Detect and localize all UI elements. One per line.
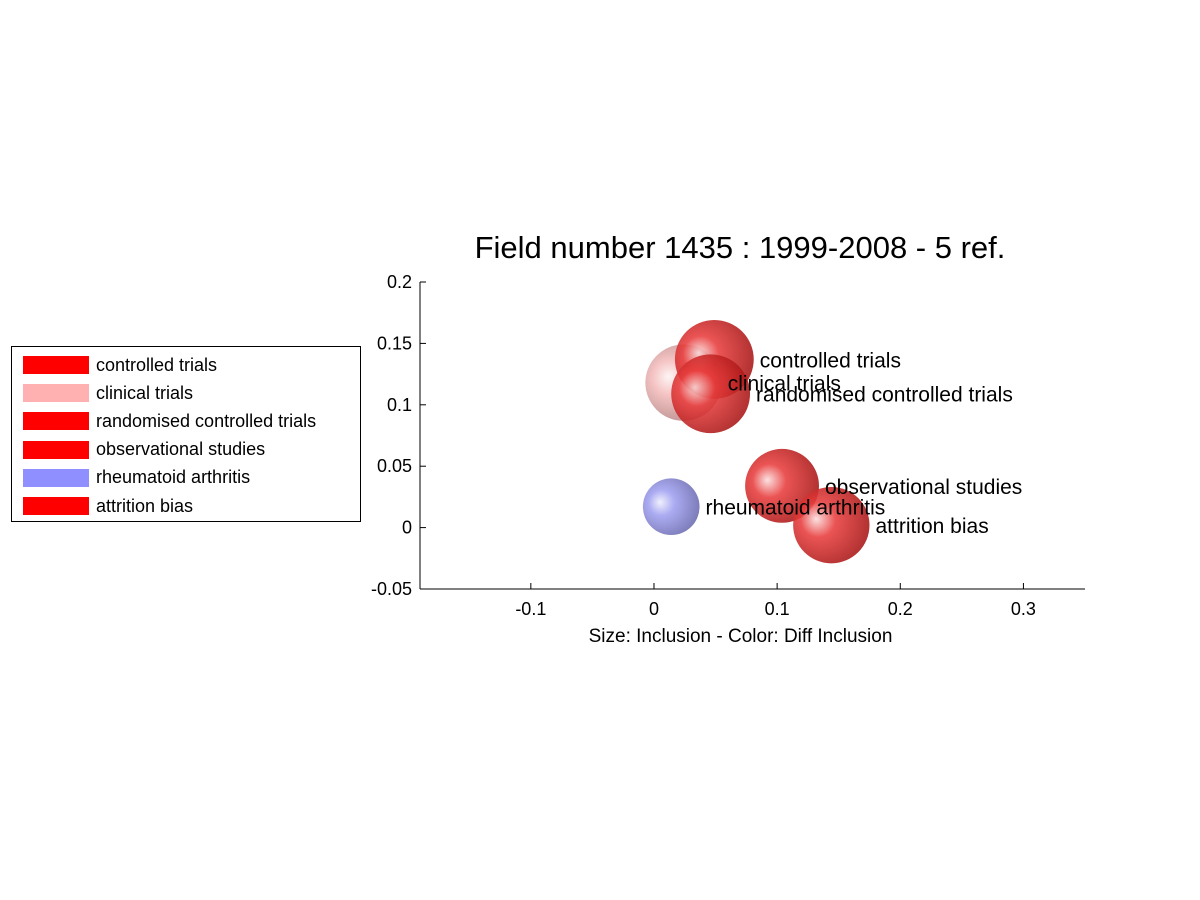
legend-label: observational studies bbox=[96, 439, 266, 460]
y-tick-label: 0.05 bbox=[377, 456, 412, 476]
y-tick-label: 0.15 bbox=[377, 333, 412, 353]
legend-item: clinical trials bbox=[23, 382, 193, 404]
x-tick-label: 0.3 bbox=[1011, 599, 1036, 619]
point-label: controlled trials bbox=[760, 349, 901, 372]
legend-label: controlled trials bbox=[96, 354, 218, 375]
legend-swatch bbox=[23, 412, 89, 431]
x-tick-label: 0.1 bbox=[765, 599, 790, 619]
bubble-point bbox=[671, 354, 751, 434]
point-label: randomised controlled trials bbox=[756, 384, 1013, 407]
legend-swatch bbox=[23, 356, 89, 374]
point-label: rheumatoid arthritis bbox=[706, 497, 886, 520]
point-label: clinical trials bbox=[728, 373, 841, 396]
legend-item: observational studies bbox=[23, 439, 265, 461]
legend: controlled trials clinical trials randomis… bbox=[11, 346, 361, 522]
legend-swatch bbox=[23, 468, 89, 487]
legend-swatch bbox=[23, 440, 89, 459]
legend-item: rheumatoid arthritis bbox=[23, 467, 250, 489]
x-tick-label: 0 bbox=[649, 599, 659, 619]
chart-title: Field number 1435 : 1999-2008 - 5 ref. bbox=[474, 230, 1006, 265]
x-tick-label: -0.1 bbox=[515, 599, 546, 619]
legend-item: attrition bias bbox=[23, 495, 193, 517]
legend-label: randomised controlled trials bbox=[96, 410, 317, 431]
legend-swatch bbox=[23, 497, 89, 515]
y-tick-label: 0.2 bbox=[387, 272, 412, 292]
legend-label: attrition bias bbox=[96, 495, 194, 516]
bubble-point bbox=[642, 478, 700, 536]
legend-item: randomised controlled trials bbox=[23, 410, 316, 432]
bubble-point bbox=[793, 486, 870, 564]
point-label: observational studies bbox=[825, 476, 1022, 499]
legend-item: controlled trials bbox=[23, 354, 217, 376]
legend-label: rheumatoid arthritis bbox=[96, 467, 251, 488]
point-label: attrition bias bbox=[875, 515, 988, 538]
x-axis-label: Size: Inclusion - Color: Diff Inclusion bbox=[589, 626, 893, 647]
y-tick-label: -0.05 bbox=[371, 579, 412, 599]
y-tick-label: 0 bbox=[402, 518, 412, 538]
legend-swatch bbox=[23, 384, 89, 403]
legend-label: clinical trials bbox=[96, 382, 194, 403]
x-tick-label: 0.2 bbox=[888, 599, 913, 619]
y-tick-label: 0.1 bbox=[387, 395, 412, 415]
